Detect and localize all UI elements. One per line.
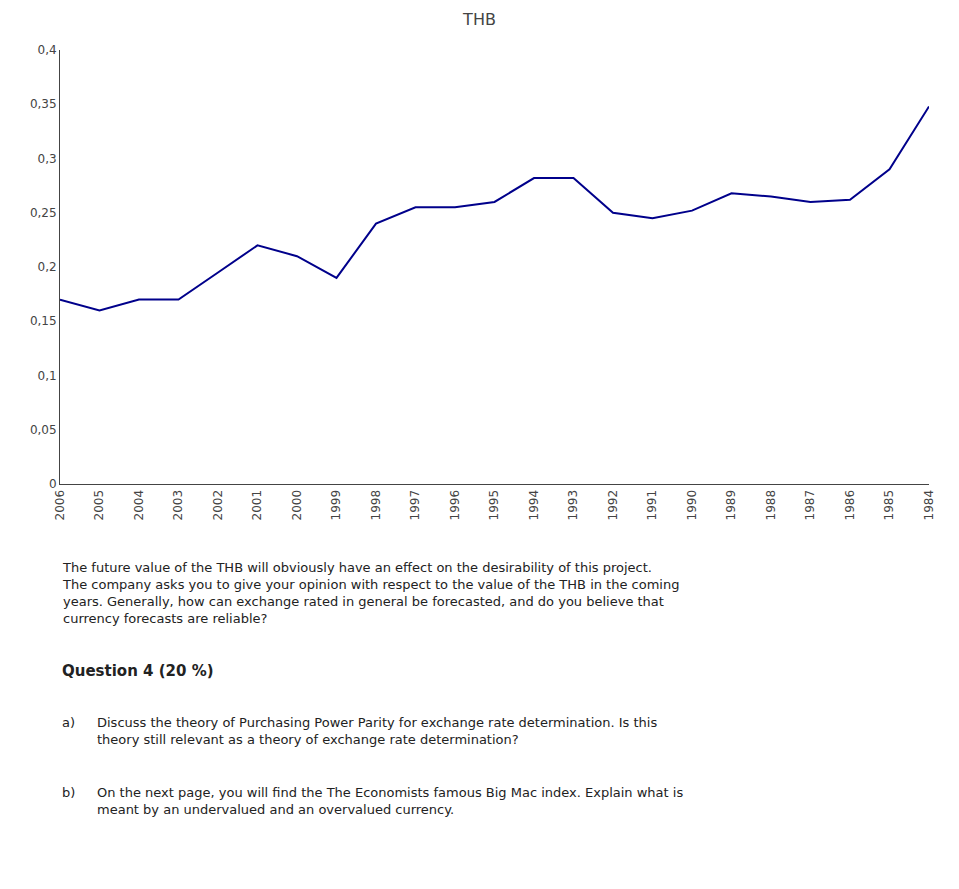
svg-text:On the next page, you will fin: On the next page, you will find the The … <box>97 785 683 817</box>
svg-text:0,25: 0,25 <box>30 206 57 220</box>
svg-text:2000: 2000 <box>290 490 304 521</box>
svg-text:1992: 1992 <box>606 490 620 521</box>
svg-text:2003: 2003 <box>171 490 185 521</box>
svg-text:0,35: 0,35 <box>30 97 57 111</box>
svg-text:2002: 2002 <box>211 490 225 521</box>
svg-text:2001: 2001 <box>250 490 264 521</box>
svg-text:0,15: 0,15 <box>30 314 57 328</box>
svg-text:0,3: 0,3 <box>38 152 57 166</box>
svg-text:1997: 1997 <box>408 490 422 521</box>
svg-text:1998: 1998 <box>369 490 383 521</box>
svg-text:1985: 1985 <box>882 490 896 521</box>
svg-text:1991: 1991 <box>645 490 659 521</box>
svg-text:2006: 2006 <box>53 490 67 521</box>
svg-text:Question 4 (20 %): Question 4 (20 %) <box>62 662 214 680</box>
svg-text:1994: 1994 <box>527 490 541 521</box>
svg-text:1999: 1999 <box>329 490 343 521</box>
svg-text:2005: 2005 <box>92 490 106 521</box>
svg-text:1989: 1989 <box>724 490 738 521</box>
svg-text:1990: 1990 <box>685 490 699 521</box>
svg-text:THB: THB <box>462 10 496 29</box>
svg-text:The future value of the THB wi: The future value of the THB will obvious… <box>62 560 679 626</box>
svg-text:a): a) <box>62 715 75 730</box>
svg-text:1986: 1986 <box>843 490 857 521</box>
svg-text:Discuss the theory of Purchasi: Discuss the theory of Purchasing Power P… <box>97 715 657 747</box>
svg-text:0: 0 <box>49 477 57 491</box>
svg-text:1993: 1993 <box>566 490 580 521</box>
svg-text:2004: 2004 <box>132 490 146 521</box>
svg-text:0,2: 0,2 <box>38 260 57 274</box>
svg-text:0,05: 0,05 <box>30 423 57 437</box>
svg-text:0,4: 0,4 <box>38 43 57 57</box>
svg-text:1987: 1987 <box>803 490 817 521</box>
svg-text:1984: 1984 <box>922 490 936 521</box>
svg-text:b): b) <box>62 785 75 800</box>
svg-text:0,1: 0,1 <box>38 369 57 383</box>
svg-text:1988: 1988 <box>764 490 778 521</box>
svg-text:1995: 1995 <box>487 490 501 521</box>
svg-text:1996: 1996 <box>448 490 462 521</box>
